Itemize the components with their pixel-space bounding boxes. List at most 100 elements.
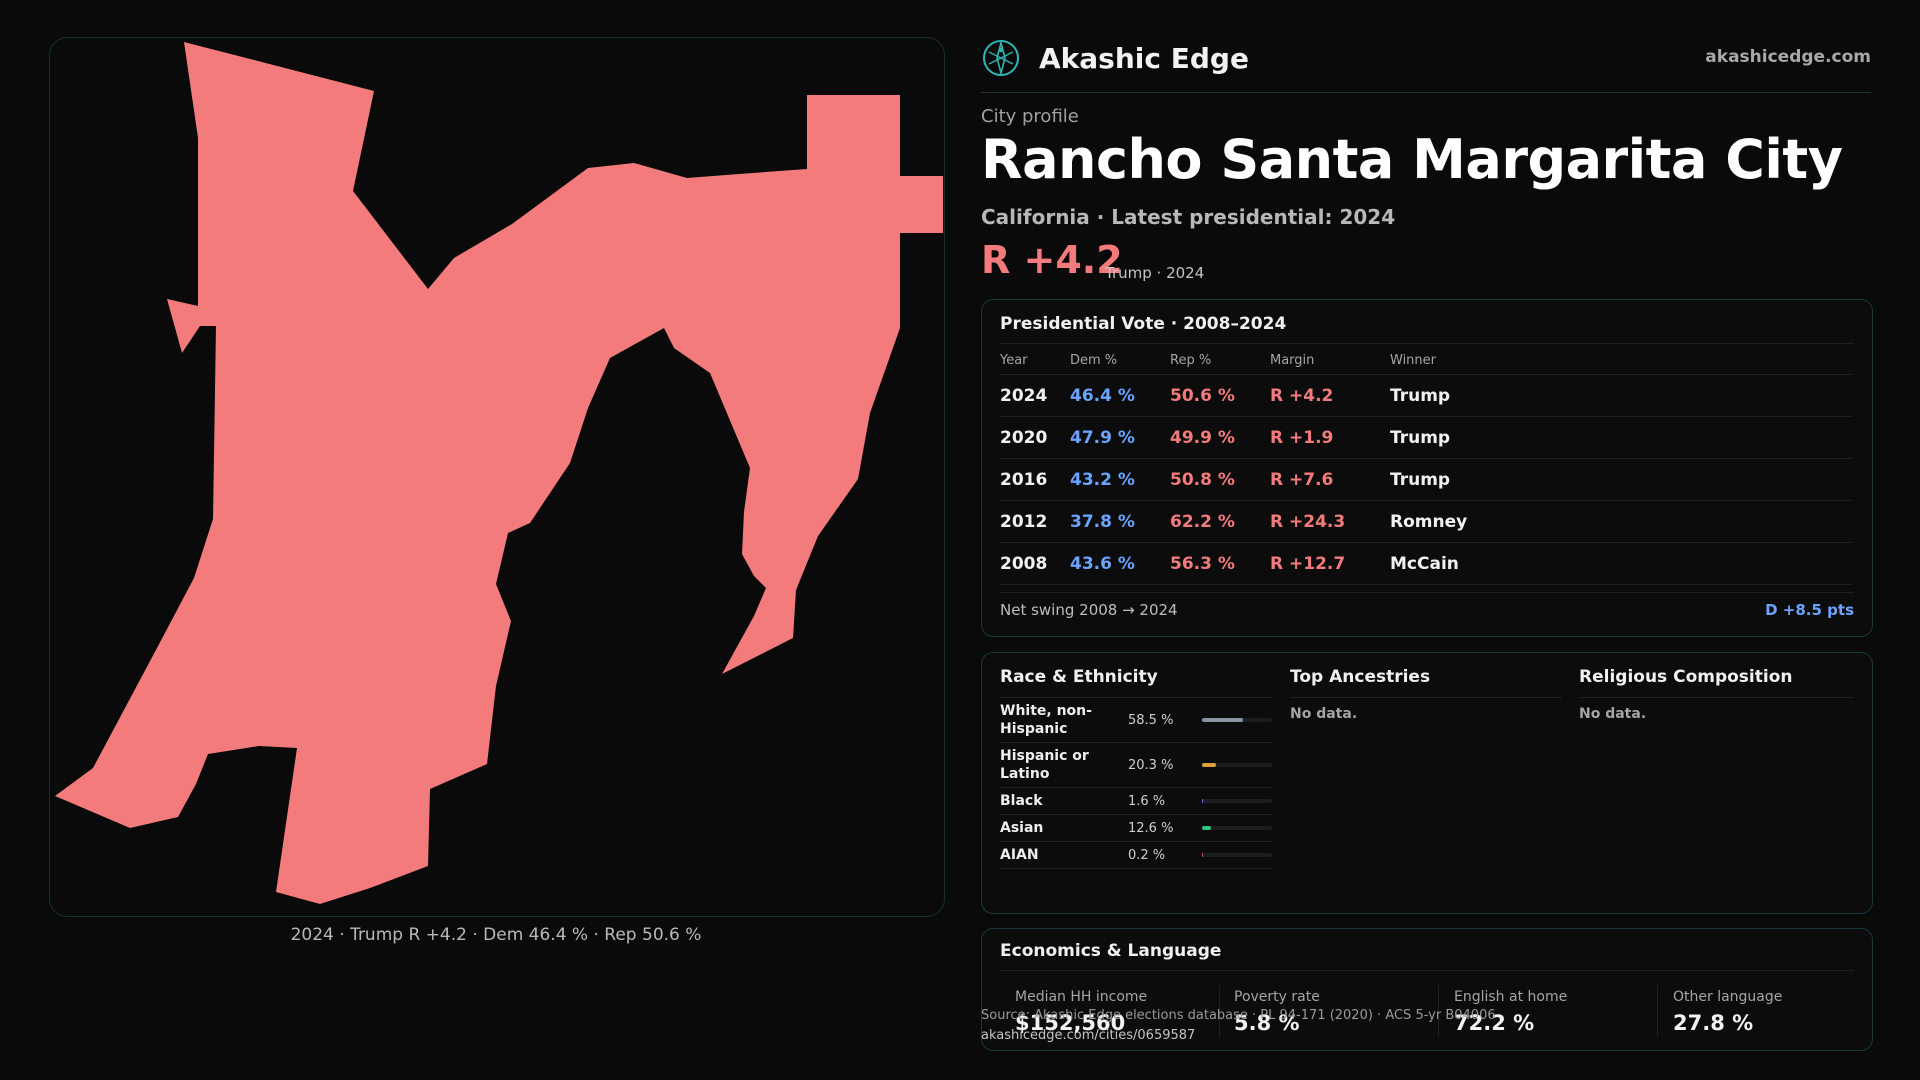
race-bar-fill: [1202, 799, 1204, 803]
row-winner: McCain: [1390, 553, 1459, 574]
row-dem: 43.2 %: [1070, 469, 1135, 490]
race-percent: 1.6 %: [1128, 793, 1166, 809]
race-label: Hispanic or Latino: [1000, 748, 1089, 782]
row-rep: 62.2 %: [1170, 511, 1235, 532]
divider: [1438, 985, 1439, 1037]
race-row: AIAN 0.2 %: [1000, 842, 1272, 869]
vote-table-header: Year Dem % Rep % Margin Winner: [1000, 346, 1852, 375]
net-swing-value: D +8.5 pts: [1765, 601, 1854, 619]
stat-poverty-rate: Poverty rate 5.8 %: [1234, 989, 1434, 1035]
brand-url-link[interactable]: akashicedge.com: [1705, 47, 1871, 67]
headline-margin: R +4.2: [981, 238, 1123, 282]
race-bar-track: [1202, 763, 1272, 767]
page-eyebrow: City profile: [981, 106, 1079, 127]
row-year: 2024: [1000, 385, 1048, 406]
race-row: White, non-Hispanic 58.5 %: [1000, 698, 1272, 743]
row-dem: 47.9 %: [1070, 427, 1135, 448]
religion-empty: No data.: [1579, 706, 1647, 722]
race-bar-fill: [1202, 826, 1211, 830]
row-winner: Trump: [1390, 427, 1451, 448]
race-percent: 20.3 %: [1128, 757, 1174, 773]
row-dem: 37.8 %: [1070, 511, 1135, 532]
row-margin: R +24.3: [1270, 511, 1346, 532]
header-divider: [981, 92, 1871, 93]
religion-title: Religious Composition: [1579, 667, 1793, 687]
stat-value: 72.2 %: [1454, 1011, 1535, 1035]
ancestries-title: Top Ancestries: [1290, 667, 1431, 687]
headline-margin-note: Trump · 2024: [1105, 264, 1205, 282]
row-rep: 49.9 %: [1170, 427, 1235, 448]
religion-column: Religious Composition No data.: [1579, 667, 1854, 722]
map-panel: [49, 37, 945, 917]
stat-label: English at home: [1454, 989, 1568, 1005]
col-rep: Rep %: [1170, 352, 1212, 368]
race-label: Asian: [1000, 820, 1044, 836]
race-bar-track: [1202, 826, 1272, 830]
table-row: 2012 37.8 % 62.2 % R +24.3 Romney: [1000, 501, 1852, 543]
divider: [1219, 985, 1220, 1037]
source-text: Source: Akashic Edge elections database …: [981, 1008, 1496, 1023]
race-label: AIAN: [1000, 847, 1039, 863]
stat-median-income: Median HH income $152,560: [1015, 989, 1215, 1035]
economics-card: Economics & Language Median HH income $1…: [981, 928, 1873, 1051]
divider: [1000, 970, 1854, 971]
race-bar-track: [1202, 799, 1272, 803]
city-boundary-map: [55, 42, 943, 904]
divider: [1579, 697, 1854, 698]
stat-value: 27.8 %: [1673, 1011, 1754, 1035]
stat-label: Poverty rate: [1234, 989, 1320, 1005]
row-margin: R +12.7: [1270, 553, 1346, 574]
col-dem: Dem %: [1070, 352, 1118, 368]
stat-english-at-home: English at home 72.2 %: [1454, 989, 1654, 1035]
stat-value: 5.8 %: [1234, 1011, 1300, 1035]
divider: [1000, 343, 1854, 344]
col-year: Year: [1000, 352, 1028, 368]
divider: [1000, 697, 1272, 698]
stat-other-language: Other language 27.8 %: [1673, 989, 1873, 1035]
race-bar-track: [1202, 853, 1272, 857]
net-swing-label: Net swing 2008 → 2024: [1000, 601, 1178, 619]
race-title: Race & Ethnicity: [1000, 667, 1158, 687]
stat-value: $152,560: [1015, 1011, 1126, 1035]
table-row: 2020 47.9 % 49.9 % R +1.9 Trump: [1000, 417, 1852, 459]
map-caption: 2024 · Trump R +4.2 · Dem 46.4 % · Rep 5…: [290, 925, 702, 945]
row-rep: 50.8 %: [1170, 469, 1235, 490]
race-bar-fill: [1202, 718, 1243, 722]
race-percent: 58.5 %: [1128, 712, 1174, 728]
row-rep: 50.6 %: [1170, 385, 1235, 406]
page-subtitle: California · Latest presidential: 2024: [981, 205, 1396, 229]
brand-name: Akashic Edge: [1039, 41, 1249, 75]
brand[interactable]: Akashic Edge: [981, 36, 1249, 80]
divider: [1000, 592, 1854, 593]
row-year: 2012: [1000, 511, 1048, 532]
row-winner: Romney: [1390, 511, 1468, 532]
race-row: Asian 12.6 %: [1000, 815, 1272, 842]
divider: [1290, 697, 1562, 698]
table-row: 2024 46.4 % 50.6 % R +4.2 Trump: [1000, 375, 1852, 417]
stat-label: Median HH income: [1015, 989, 1148, 1005]
source-url-link[interactable]: akashicedge.com/cities/0659587: [981, 1028, 1196, 1043]
race-label: Black: [1000, 793, 1043, 809]
race-percent: 12.6 %: [1128, 820, 1174, 836]
stat-label: Other language: [1673, 989, 1783, 1005]
table-row: 2008 43.6 % 56.3 % R +12.7 McCain: [1000, 543, 1852, 585]
row-margin: R +4.2: [1270, 385, 1334, 406]
race-column: Race & Ethnicity White, non-Hispanic 58.5…: [1000, 667, 1272, 869]
row-dem: 43.6 %: [1070, 553, 1135, 574]
row-winner: Trump: [1390, 469, 1451, 490]
row-year: 2008: [1000, 553, 1048, 574]
row-winner: Trump: [1390, 385, 1451, 406]
race-list: White, non-Hispanic 58.5 % Hispanic or Lat…: [1000, 698, 1272, 869]
source-footer: Source: Akashic Edge elections database …: [981, 1006, 1496, 1046]
row-margin: R +1.9: [1270, 427, 1334, 448]
divider: [1657, 985, 1658, 1037]
demographics-card: Race & Ethnicity White, non-Hispanic 58.5…: [981, 652, 1873, 914]
table-row: 2016 43.2 % 50.8 % R +7.6 Trump: [1000, 459, 1852, 501]
race-bar-track: [1202, 718, 1272, 722]
race-label: White, non-Hispanic: [1000, 703, 1092, 737]
col-margin: Margin: [1270, 352, 1315, 368]
compass-globe-icon: [983, 39, 1019, 77]
presidential-vote-title: Presidential Vote · 2008–2024: [1000, 314, 1287, 334]
page-title: Rancho Santa Margarita City: [981, 128, 1843, 191]
net-swing: Net swing 2008 → 2024 D +8.5 pts: [1000, 601, 1854, 619]
